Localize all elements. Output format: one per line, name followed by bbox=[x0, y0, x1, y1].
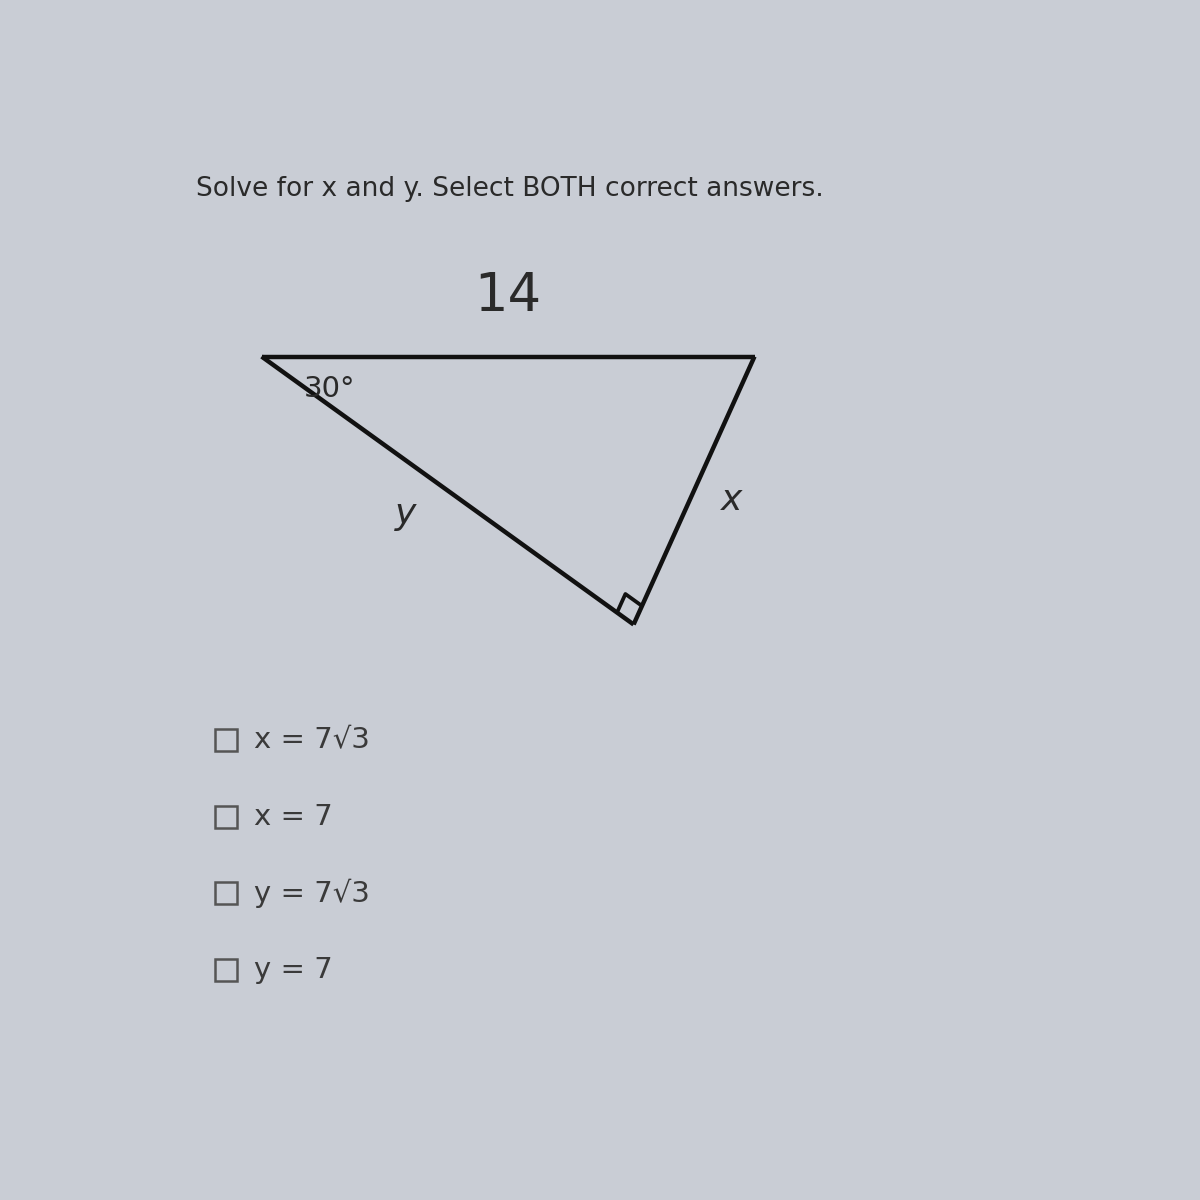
Bar bbox=[215, 959, 238, 982]
Text: y: y bbox=[395, 497, 416, 530]
Text: x = 7: x = 7 bbox=[254, 803, 332, 830]
Text: x = 7√3: x = 7√3 bbox=[254, 726, 370, 754]
Text: Solve for x and y. Select BOTH correct answers.: Solve for x and y. Select BOTH correct a… bbox=[197, 176, 824, 203]
Text: 14: 14 bbox=[474, 270, 541, 323]
Text: y = 7√3: y = 7√3 bbox=[254, 878, 370, 908]
Text: y = 7: y = 7 bbox=[254, 956, 332, 984]
Text: 30°: 30° bbox=[304, 374, 355, 403]
Bar bbox=[215, 805, 238, 828]
Bar bbox=[215, 728, 238, 751]
Bar bbox=[215, 882, 238, 905]
Text: x: x bbox=[720, 482, 742, 517]
